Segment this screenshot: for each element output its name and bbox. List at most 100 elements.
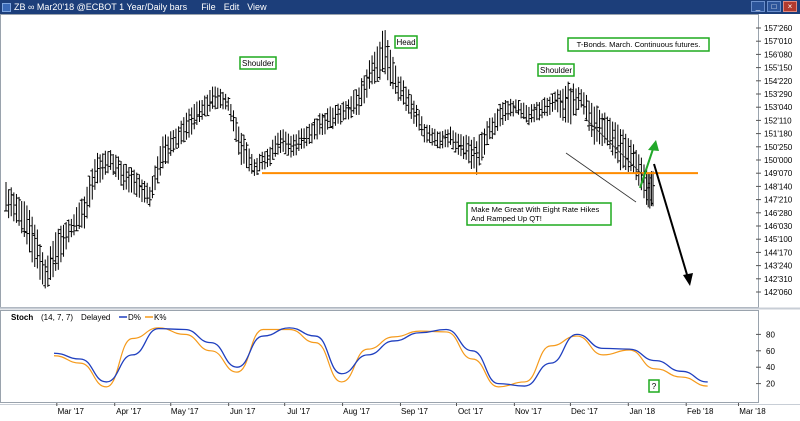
price-bar	[325, 108, 330, 130]
price-bar	[315, 118, 320, 140]
price-bar	[479, 131, 484, 161]
right-shoulder-label[interactable]: Shoulder	[537, 63, 575, 77]
question-label[interactable]: ?	[648, 379, 660, 393]
time-axis-label: Oct '17	[458, 407, 484, 416]
price-bar	[490, 117, 495, 140]
maximize-button[interactable]: □	[767, 1, 781, 12]
price-bar	[563, 85, 568, 123]
price-bar	[275, 132, 280, 155]
price-bar	[184, 112, 189, 140]
price-bar	[163, 134, 168, 165]
price-bar	[367, 60, 372, 89]
price-bar	[145, 182, 150, 204]
stoch-axis-label: 20	[766, 380, 775, 389]
price-bar	[4, 182, 8, 212]
price-bar	[600, 113, 605, 146]
price-bar	[498, 103, 503, 127]
price-bar	[32, 224, 37, 268]
price-bar	[356, 87, 361, 115]
price-bar	[458, 134, 463, 157]
price-bar	[100, 153, 105, 180]
price-bar	[516, 100, 521, 115]
price-bar	[171, 130, 176, 153]
price-bar	[372, 51, 377, 84]
price-bar	[236, 126, 241, 155]
price-bar	[492, 113, 497, 136]
price-bar	[474, 141, 479, 175]
stoch-legend: Stoch (14, 7, 7) Delayed D% K%	[11, 313, 166, 322]
price-bar	[234, 117, 239, 143]
price-bar	[92, 159, 97, 190]
price-axis-label: 156'080	[764, 50, 793, 59]
price-bar	[286, 133, 291, 156]
price-bar	[179, 120, 184, 145]
price-bar	[105, 151, 110, 174]
price-bar	[200, 99, 205, 120]
price-bar	[477, 134, 482, 166]
price-bar	[255, 157, 260, 176]
price-bar	[508, 98, 513, 117]
price-bar	[519, 102, 524, 119]
price-bar	[223, 93, 228, 110]
menu-view[interactable]: View	[247, 2, 267, 12]
price-bar	[461, 136, 466, 160]
minimize-button[interactable]: _	[751, 1, 765, 12]
price-bar	[354, 89, 359, 115]
stoch-name: Stoch	[11, 313, 33, 322]
price-bar	[451, 130, 456, 150]
time-axis-label: Mar '18	[739, 407, 766, 416]
price-bar	[383, 30, 388, 75]
price-bar	[631, 144, 636, 174]
price-bar	[597, 109, 602, 145]
price-bar	[521, 102, 526, 120]
head-label[interactable]: Head	[394, 35, 418, 49]
price-bar	[568, 87, 573, 125]
stoch-k-line	[53, 327, 708, 388]
description-label[interactable]: T-Bonds. March. Continuous futures.	[567, 37, 710, 52]
price-bar	[406, 89, 411, 114]
comment-label[interactable]: Make Me Great With Eight Rate Hikes And …	[466, 202, 612, 226]
menu-edit[interactable]: Edit	[223, 2, 240, 12]
price-bar	[56, 228, 61, 270]
menu-file[interactable]: File	[201, 2, 216, 12]
chart-canvas[interactable]: 157'260 157'010 156'080 155'150 154'220 153'2…	[0, 14, 800, 421]
price-bar	[95, 152, 100, 184]
price-bar	[22, 201, 27, 237]
close-button[interactable]: ×	[783, 1, 797, 12]
price-bar	[278, 130, 283, 153]
price-bar	[511, 100, 516, 117]
price-axis-label: 149'070	[764, 169, 793, 178]
price-bar	[594, 105, 599, 142]
price-bar	[328, 106, 333, 129]
price-bar	[205, 94, 210, 117]
price-bar	[440, 130, 445, 149]
price-bar	[273, 135, 278, 157]
price-bar	[464, 134, 469, 160]
price-bar	[40, 252, 45, 285]
price-bar	[137, 174, 142, 198]
time-axis-label: Feb '18	[687, 407, 714, 416]
svg-text:Make Me Great With Eight Rate: Make Me Great With Eight Rate Hikes	[471, 205, 599, 214]
time-axis-label: Nov '17	[515, 407, 542, 416]
price-bar	[320, 113, 325, 135]
price-bar	[388, 49, 393, 86]
price-bar	[53, 232, 58, 271]
price-bar	[241, 134, 246, 164]
price-bar	[401, 80, 406, 105]
price-bar	[537, 102, 542, 121]
price-bar	[124, 163, 129, 190]
price-bar	[9, 187, 14, 217]
price-bar	[574, 88, 579, 116]
price-bar	[534, 101, 539, 121]
price-bar	[126, 167, 131, 193]
price-axis-label: 142'060	[764, 288, 793, 297]
price-axis-label: 154'220	[764, 77, 793, 86]
price-bar	[495, 108, 500, 131]
price-bar	[613, 122, 618, 159]
price-bar	[139, 179, 144, 203]
price-bar	[218, 88, 223, 109]
price-bar	[323, 113, 328, 135]
price-bar	[11, 192, 16, 222]
left-shoulder-label[interactable]: Shoulder	[239, 56, 277, 70]
price-bar	[103, 150, 108, 175]
